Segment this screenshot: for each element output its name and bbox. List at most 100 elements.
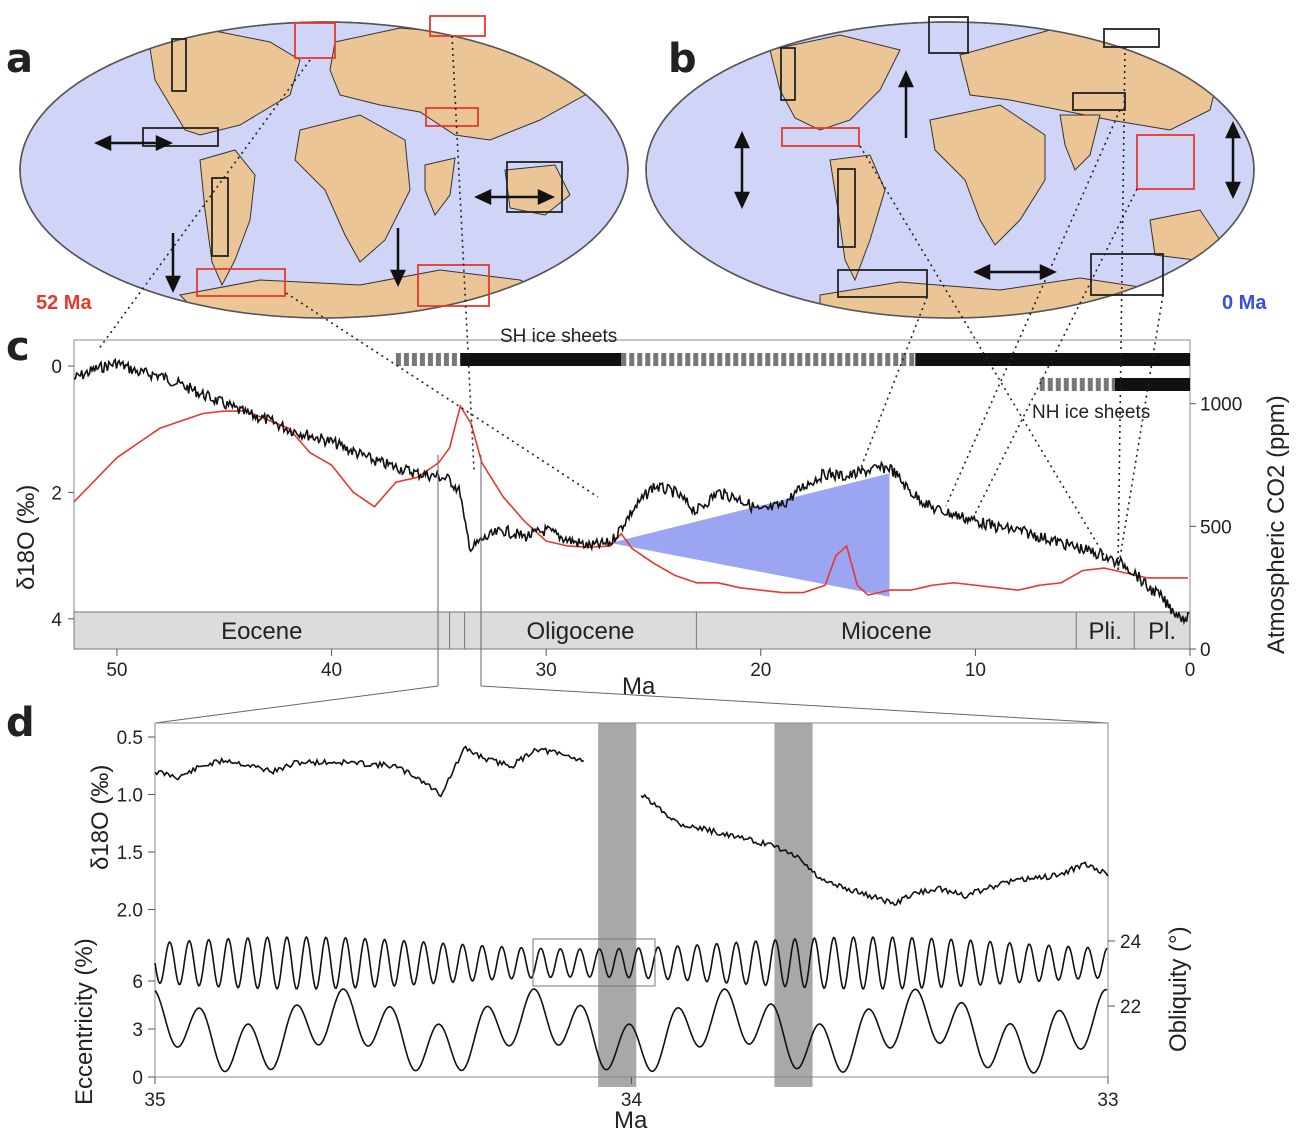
d18o-series-line — [73, 357, 1190, 626]
box-a-3 — [429, 15, 486, 37]
c-left-tick-label: 0 — [51, 357, 62, 378]
ice-bar-dashed — [805, 353, 811, 366]
ice-bar-dashed — [1039, 378, 1045, 391]
south-america-continent — [829, 154, 886, 282]
ice-bar-dashed — [435, 353, 441, 366]
box-a-9 — [417, 264, 490, 307]
epoch-bar: Eocene Oligocene Miocene Pli. Pl. — [73, 611, 1191, 650]
epoch-bar-bg — [73, 611, 1191, 650]
sh-ice-sheets-label: SH ice sheets — [500, 326, 617, 347]
box-b-9 — [1090, 253, 1164, 296]
epoch-label: Miocene — [841, 618, 932, 645]
ice-bar-dashed — [773, 353, 779, 366]
ice-bar-dashed — [1055, 378, 1061, 391]
panel-d-ticks: 35 34 33 0.5 1.0 1.5 2.0 0 3 6 22 24 — [117, 728, 1142, 1111]
ice-bar-dashed — [1047, 378, 1053, 391]
box-b-7 — [1136, 134, 1195, 190]
box-a-1 — [171, 38, 187, 92]
box-b-5 — [781, 127, 860, 147]
ice-bar-dashed — [741, 353, 747, 366]
ice-bar-dashed — [829, 353, 835, 366]
ice-bar-dashed — [869, 353, 875, 366]
australia-continent — [504, 164, 571, 216]
ice-bar-dashed — [797, 353, 803, 366]
c-left-axis: 0 2 4 — [51, 357, 74, 631]
ice-bar-dashed — [1095, 378, 1101, 391]
epoch-label: Oligocene — [526, 618, 634, 645]
ice-bar-dashed — [645, 353, 651, 366]
d-obl-tick-label: 24 — [1120, 932, 1142, 953]
ice-bar-dashed — [877, 353, 883, 366]
c-right-tick-label: 500 — [1200, 517, 1232, 538]
panel-a-letter: a — [6, 36, 33, 82]
ice-bar-dashed — [693, 353, 699, 366]
ice-bar-dashed — [901, 353, 907, 366]
d-x-axis-label: Ma — [614, 1107, 648, 1130]
panel-b-map — [645, 16, 1255, 319]
india-continent — [1059, 114, 1101, 171]
ice-bar-dashed — [845, 353, 851, 366]
co2-series-line — [73, 404, 1188, 596]
africa-continent — [929, 104, 1046, 246]
ice-bar-solid — [1114, 378, 1190, 391]
c-right-axis-label: Atmospheric CO2 (ppm) — [1263, 395, 1290, 654]
zoom-lines — [154, 455, 1109, 724]
d18o-detail-series — [154, 745, 1109, 907]
panel-a-map — [19, 15, 629, 319]
panel-c-chart: Eocene Oligocene Miocene Pli. Pl. 50 40 30 20 10… — [13, 326, 1290, 700]
d-top-tick-label: 1.0 — [117, 786, 143, 807]
d-x-tick-label: 35 — [144, 1090, 165, 1111]
c-left-tick-label: 2 — [51, 483, 62, 504]
d-x-tick-label: 33 — [1097, 1090, 1118, 1111]
box-b-2 — [928, 16, 969, 54]
highlight-band — [774, 723, 813, 1087]
ice-bar-dashed — [653, 353, 659, 366]
d-top-tick-label: 1.5 — [117, 843, 143, 864]
d-top-tick-label: 2.0 — [117, 901, 143, 922]
d-top-tick-label: 0.5 — [117, 728, 143, 749]
ice-bar-dashed — [661, 353, 667, 366]
d-x-tick-label: 34 — [621, 1090, 643, 1111]
box-a-6 — [211, 177, 229, 257]
eccentricity-series-line — [154, 988, 1108, 1074]
ice-bar-dashed — [427, 353, 433, 366]
ice-bar-dashed — [411, 353, 417, 366]
ice-bar-dashed — [1103, 378, 1109, 391]
box-b-1 — [780, 47, 796, 101]
d-obl-tick-label: 22 — [1120, 997, 1141, 1018]
panel-a-age-label: 52 Ma — [36, 292, 92, 314]
ice-bar-dashed — [749, 353, 755, 366]
ice-bar-solid — [915, 353, 1190, 366]
epoch-label: Pl. — [1148, 618, 1176, 645]
ice-bar-dashed — [733, 353, 739, 366]
ice-bar-dashed — [781, 353, 787, 366]
highlight-band — [598, 723, 637, 1087]
ice-bar-dashed — [701, 353, 707, 366]
ice-bar-dashed — [813, 353, 819, 366]
c-left-tick-label: 4 — [51, 610, 62, 631]
north-america-continent — [149, 29, 301, 136]
panel-d-chart: 35 34 33 0.5 1.0 1.5 2.0 0 3 6 22 24 Ma δ18O (‰) Ec… — [71, 722, 1192, 1130]
ice-bar-dashed — [757, 353, 763, 366]
miocene-wedge — [610, 473, 890, 597]
ice-bar-dashed — [1111, 378, 1115, 391]
d18o-detail-segment — [154, 745, 585, 798]
panel-d-letter: d — [6, 700, 35, 746]
ice-bar-dashed — [853, 353, 859, 366]
d18o-detail-segment — [640, 793, 1109, 907]
ice-bar-dashed — [621, 353, 627, 366]
highlight-bands — [598, 723, 813, 1087]
ice-bar-dashed — [765, 353, 771, 366]
panel-c-letter: c — [6, 324, 30, 370]
c-x-axis: 50 40 30 20 10 0 — [106, 649, 1195, 681]
c-right-tick-label: 0 — [1200, 640, 1211, 661]
c-right-axis: 0 500 1000 — [1190, 395, 1242, 661]
panel-c-plot-frame — [73, 339, 1191, 650]
d-ecc-tick-label: 0 — [132, 1068, 143, 1089]
ice-bar-dashed — [861, 353, 867, 366]
ice-bar-dashed — [909, 353, 915, 366]
c-x-tick-label: 30 — [536, 660, 557, 681]
ice-bar-dashed — [419, 353, 425, 366]
ice-bar-dashed — [893, 353, 899, 366]
